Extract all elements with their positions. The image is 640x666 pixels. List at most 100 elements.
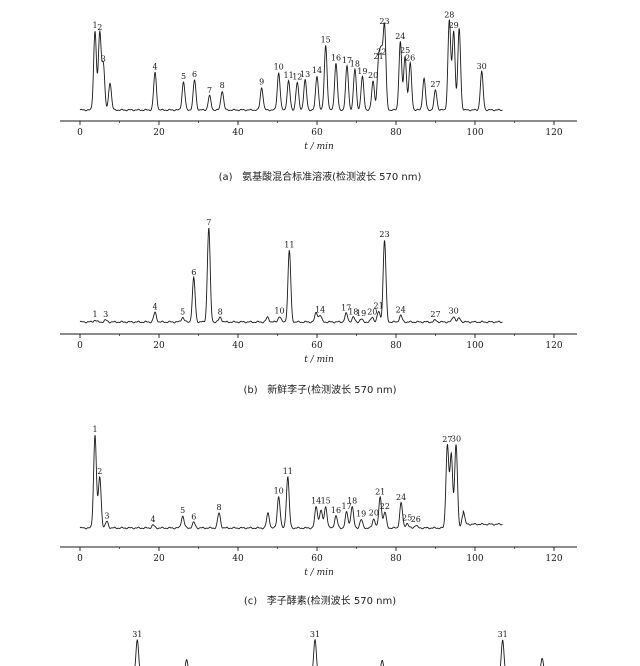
peak-label: 5 xyxy=(180,307,185,316)
peak-label: 18 xyxy=(350,59,360,68)
peak-label: 11 xyxy=(284,241,294,250)
peak-label: 23 xyxy=(379,230,389,239)
x-axis-label: t / min xyxy=(304,355,334,365)
caption-c: (c) 李子酵素(检测波长 570 nm) xyxy=(0,592,640,607)
caption-a-label: (a) xyxy=(218,172,233,183)
peak-label: 25 xyxy=(400,46,410,55)
peak-label: 5 xyxy=(181,72,186,81)
x-tick-label: 20 xyxy=(153,341,165,351)
peak-label: 28 xyxy=(444,10,454,19)
x-tick-label: 80 xyxy=(390,128,402,138)
peak-label: 27 xyxy=(430,80,440,89)
peak-label: 9 xyxy=(259,78,264,87)
x-tick-label: 100 xyxy=(466,341,483,351)
peak-label: 10 xyxy=(274,486,284,495)
peak-label: 4 xyxy=(151,515,156,524)
peak-label: 3 xyxy=(101,54,106,63)
peak-label: 8 xyxy=(216,503,221,512)
peak-label: 17 xyxy=(342,502,352,511)
x-tick-label: 0 xyxy=(77,554,83,564)
peak-label: 16 xyxy=(331,54,341,63)
peak-label: 10 xyxy=(274,63,284,72)
caption-b: (b) 新鲜李子(检测波长 570 nm) xyxy=(0,381,640,396)
peak-label: 22 xyxy=(376,48,386,57)
peak-label: 17 xyxy=(341,304,351,313)
peak-label: 20 xyxy=(368,71,378,80)
x-tick-label: 80 xyxy=(390,554,402,564)
peak-label: 19 xyxy=(357,67,367,76)
peak-label: 31 xyxy=(132,630,142,639)
peak-label: 14 xyxy=(315,305,325,314)
peak-label: 7 xyxy=(206,218,211,227)
caption-a: (a) 氨基酸混合标准溶液(检测波长 570 nm) xyxy=(0,168,640,183)
x-tick-label: 20 xyxy=(153,554,165,564)
x-tick-label: 40 xyxy=(232,554,244,564)
x-tick-label: 0 xyxy=(77,128,83,138)
peak-label: 1 xyxy=(92,425,97,434)
x-tick-label: 0 xyxy=(77,341,83,351)
peak-label: 16 xyxy=(331,506,341,515)
peak-label: 15 xyxy=(321,35,331,44)
peak-label: 26 xyxy=(405,54,415,63)
peak-label: 24 xyxy=(395,32,405,41)
x-tick-label: 120 xyxy=(545,554,562,564)
peak-label: 31 xyxy=(498,630,508,639)
peak-label: 25 xyxy=(402,513,412,522)
trace-line xyxy=(134,638,545,666)
caption-c-text: 李子酵素(检测波长 570 nm) xyxy=(266,596,397,607)
peak-label: 8 xyxy=(218,307,223,316)
peak-label: 4 xyxy=(153,63,158,72)
peak-label: 31 xyxy=(310,630,320,639)
peak-label: 22 xyxy=(380,502,390,511)
trace-line xyxy=(79,227,503,324)
peak-label: 24 xyxy=(396,305,406,314)
x-tick-label: 40 xyxy=(232,128,244,138)
peak-label: 8 xyxy=(220,81,225,90)
trace-line xyxy=(79,435,503,530)
peak-label: 4 xyxy=(153,303,158,312)
peak-label: 23 xyxy=(379,17,389,26)
peak-label: 2 xyxy=(97,23,102,32)
peak-label: 27 xyxy=(442,435,452,444)
x-axis-label: t / min xyxy=(304,568,334,578)
x-tick-label: 60 xyxy=(311,554,323,564)
peak-label: 1 xyxy=(92,310,97,319)
peak-label: 18 xyxy=(348,307,358,316)
peak-label: 11 xyxy=(283,467,293,476)
peak-label: 12 xyxy=(292,73,302,82)
peak-label: 26 xyxy=(411,515,421,524)
peak-label: 6 xyxy=(192,70,197,79)
peak-label: 11 xyxy=(284,71,294,80)
peak-label: 29 xyxy=(449,21,459,30)
peak-label: 1 xyxy=(92,21,97,30)
peak-label: 27 xyxy=(430,310,440,319)
caption-c-label: (c) xyxy=(243,596,258,607)
x-axis-label: t / min xyxy=(304,142,334,152)
peak-label: 5 xyxy=(180,506,185,515)
peak-label: 21 xyxy=(374,52,384,61)
x-tick-label: 120 xyxy=(545,128,562,138)
x-tick-label: 100 xyxy=(466,554,483,564)
peak-label: 19 xyxy=(356,510,366,519)
peak-label: 17 xyxy=(342,56,352,65)
caption-a-text: 氨基酸混合标准溶液(检测波长 570 nm) xyxy=(242,172,422,183)
peak-label: 7 xyxy=(207,86,212,95)
x-tick-label: 80 xyxy=(390,341,402,351)
peak-label: 3 xyxy=(104,512,109,521)
x-tick-label: 20 xyxy=(153,128,165,138)
peak-label: 3 xyxy=(103,310,108,319)
peak-label: 21 xyxy=(374,302,384,311)
peak-label: 19 xyxy=(356,309,366,318)
peak-label: 30 xyxy=(449,306,459,315)
peak-label: 2 xyxy=(97,467,102,476)
caption-b-text: 新鲜李子(检测波长 570 nm) xyxy=(267,385,397,396)
peak-label: 30 xyxy=(477,62,487,71)
peak-label: 14 xyxy=(311,497,321,506)
peak-label: 20 xyxy=(367,307,377,316)
peak-label: 6 xyxy=(191,512,196,521)
x-tick-label: 40 xyxy=(232,341,244,351)
